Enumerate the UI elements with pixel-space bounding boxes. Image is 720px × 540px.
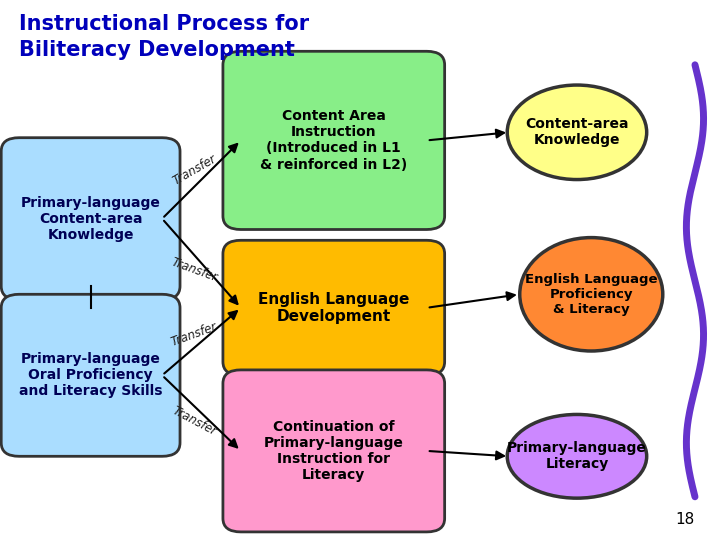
Ellipse shape <box>520 238 663 351</box>
Text: Continuation of
Primary-language
Instruction for
Literacy: Continuation of Primary-language Instruc… <box>264 420 404 482</box>
Text: Instructional Process for: Instructional Process for <box>19 14 309 33</box>
Ellipse shape <box>507 85 647 179</box>
Text: Primary-language
Content-area
Knowledge: Primary-language Content-area Knowledge <box>21 195 161 242</box>
Text: English Language
Proficiency
& Literacy: English Language Proficiency & Literacy <box>525 273 657 316</box>
FancyBboxPatch shape <box>1 138 180 300</box>
Text: Content Area
Instruction
(Introduced in L1
& reinforced in L2): Content Area Instruction (Introduced in … <box>260 109 408 172</box>
Text: Primary-language
Oral Proficiency
and Literacy Skills: Primary-language Oral Proficiency and Li… <box>19 352 163 399</box>
Text: Transfer: Transfer <box>169 255 219 285</box>
Text: 18: 18 <box>675 511 695 526</box>
Text: Transfer: Transfer <box>170 404 219 438</box>
Ellipse shape <box>507 415 647 498</box>
Text: Transfer: Transfer <box>169 320 219 349</box>
FancyBboxPatch shape <box>1 294 180 456</box>
Text: Biliteracy Development: Biliteracy Development <box>19 40 295 60</box>
FancyBboxPatch shape <box>223 370 445 532</box>
FancyBboxPatch shape <box>223 51 445 230</box>
Text: Transfer: Transfer <box>170 152 218 188</box>
FancyBboxPatch shape <box>223 240 445 375</box>
Text: English Language
Development: English Language Development <box>258 292 410 324</box>
Text: Primary-language
Literacy: Primary-language Literacy <box>507 441 647 471</box>
Text: Content-area
Knowledge: Content-area Knowledge <box>525 117 629 147</box>
